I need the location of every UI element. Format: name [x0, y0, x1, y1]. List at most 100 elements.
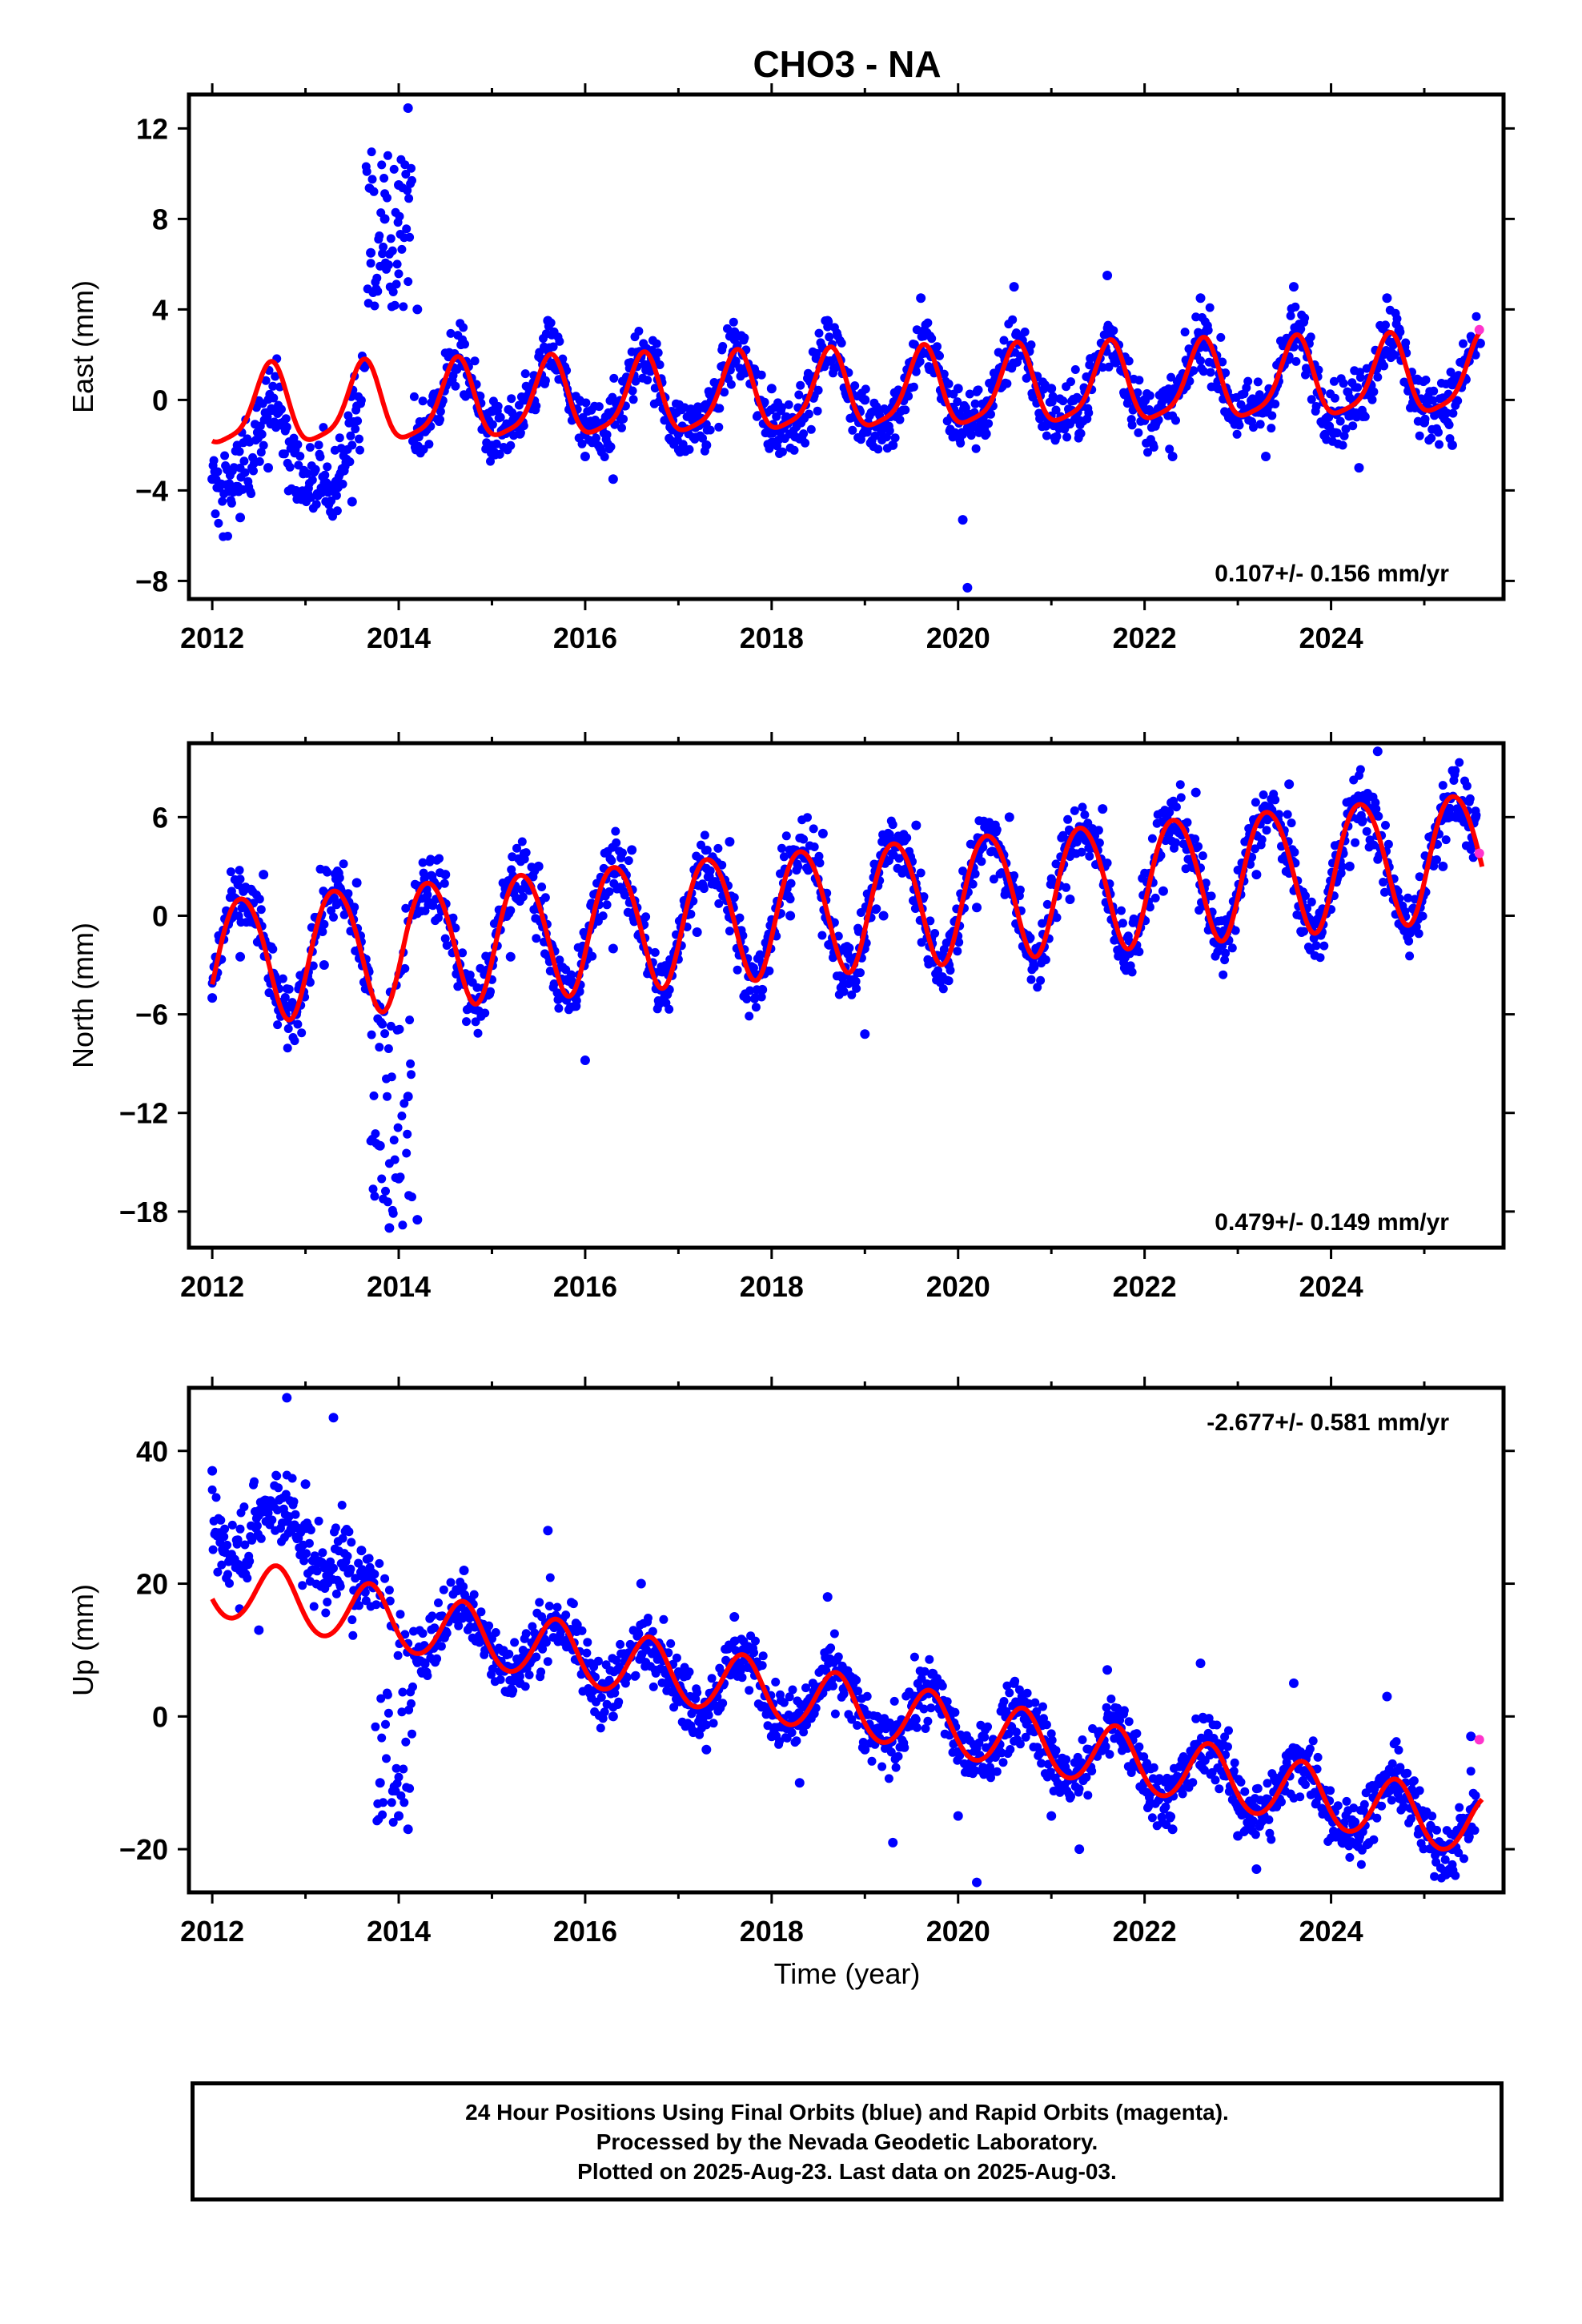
north-cloud-point — [916, 868, 926, 878]
east-fit-line — [211, 328, 1484, 444]
north-cloud-point — [944, 976, 954, 986]
up-cloud-point — [829, 1681, 837, 1691]
east-final-orbit-point — [347, 497, 357, 507]
up-cloud-point — [826, 1643, 836, 1653]
east-cloud-point — [391, 279, 401, 289]
east-cloud-point — [953, 397, 962, 407]
up-cloud-point — [1212, 1720, 1222, 1730]
north-cloud-point — [375, 1043, 384, 1052]
up-cloud-point — [508, 1686, 518, 1695]
north-cloud-point — [799, 834, 809, 844]
north-cloud-point — [406, 1059, 416, 1068]
east-plot-frame — [187, 92, 1506, 601]
east-cloud-point — [383, 193, 391, 203]
north-rapid-orbit-point — [1474, 848, 1484, 858]
up-cloud-point — [1253, 1783, 1263, 1793]
north-cloud-point — [602, 900, 612, 910]
east-cloud-point — [986, 409, 995, 419]
north-final-orbit-point — [911, 820, 921, 830]
north-final-orbit-point — [440, 870, 451, 880]
north-cloud-point — [1182, 818, 1192, 827]
east-cloud-point — [1373, 372, 1383, 382]
east-panel: 2012 2014 2016 2018 2020 2022 2024−8−404812Eas… — [66, 83, 1515, 654]
up-cloud-point — [524, 1671, 534, 1679]
east-cloud-point — [305, 443, 315, 452]
east-cloud-point — [600, 452, 609, 461]
up-cloud-point — [1372, 1813, 1382, 1823]
east-cloud-point — [965, 389, 974, 399]
up-cloud-point — [371, 1600, 381, 1610]
up-cloud-point — [792, 1736, 801, 1746]
east-cloud-point — [753, 411, 762, 420]
up-cloud-point — [400, 1798, 409, 1807]
east-cloud-point — [1218, 357, 1227, 367]
east-cloud-point — [493, 401, 503, 411]
east-final-orbit-point — [916, 293, 926, 304]
north-cloud-point — [368, 1184, 378, 1194]
north-final-orbit-point — [757, 984, 768, 995]
east-cloud-point — [1459, 339, 1468, 348]
north-cloud-point — [1171, 838, 1180, 847]
up-cloud-point — [983, 1722, 993, 1731]
east-cloud-point — [652, 339, 661, 348]
east-cloud-point — [1428, 396, 1438, 405]
north-cloud-point — [400, 1099, 409, 1108]
up-cloud-point — [250, 1477, 259, 1486]
up-cloud-point — [223, 1540, 232, 1550]
up-cloud-point — [938, 1681, 947, 1691]
east-cloud-point — [784, 400, 793, 409]
up-cloud-point — [893, 1751, 903, 1761]
north-final-orbit-point — [394, 1173, 404, 1184]
east-cloud-point — [1145, 405, 1154, 414]
up-cloud-point — [659, 1614, 669, 1624]
east-final-orbit-point — [608, 474, 618, 485]
east-cloud-point — [405, 232, 415, 242]
north-cloud-point — [1259, 790, 1268, 799]
up-cloud-point — [1178, 1789, 1187, 1799]
east-cloud-point — [619, 414, 628, 424]
east-final-orbit-point — [822, 316, 833, 326]
east-cloud-point — [837, 338, 846, 348]
east-cloud-point — [915, 357, 925, 366]
north-cloud-point — [713, 843, 723, 853]
up-cloud-point — [235, 1524, 245, 1534]
east-cloud-point — [1020, 328, 1030, 336]
north-cloud-point — [226, 867, 235, 877]
east-cloud-point — [974, 385, 983, 395]
north-final-orbit-point — [1065, 894, 1075, 904]
up-cloud-point — [1313, 1752, 1323, 1762]
east-cloud-point — [399, 302, 408, 312]
up-cloud-point — [1161, 1802, 1170, 1811]
north-cloud-point — [1010, 871, 1019, 880]
up-cloud-point — [596, 1693, 606, 1702]
east-cloud-point — [395, 211, 404, 221]
north-final-orbit-point — [384, 1223, 395, 1233]
east-cloud-point — [1401, 338, 1411, 348]
east-cloud-point — [496, 412, 505, 422]
up-cloud-point — [1083, 1791, 1093, 1800]
north-cloud-point — [598, 911, 608, 921]
up-cloud-point — [862, 1691, 872, 1701]
north-final-orbit-point — [785, 911, 796, 921]
up-cloud-point — [535, 1598, 544, 1607]
east-cloud-point — [760, 397, 769, 407]
up-cloud-point — [829, 1629, 839, 1638]
east-cloud-point — [705, 425, 715, 435]
north-cloud-point — [618, 848, 627, 858]
east-cloud-point — [289, 433, 299, 443]
east-cloud-point — [1390, 350, 1399, 360]
up-cloud-point — [348, 1630, 358, 1640]
up-cloud-point — [1351, 1817, 1360, 1827]
east-final-orbit-point — [962, 582, 973, 593]
north-cloud-point — [745, 986, 755, 995]
east-cloud-point — [777, 403, 786, 412]
up-cloud-point — [771, 1677, 781, 1687]
up-cloud-point — [544, 1602, 554, 1610]
east-cloud-point — [1052, 432, 1062, 441]
north-cloud-point — [397, 1112, 407, 1120]
up-cloud-point — [925, 1655, 934, 1664]
east-cloud-point — [366, 259, 375, 268]
east-cloud-point — [944, 379, 954, 388]
north-cloud-point — [400, 963, 410, 973]
east-cloud-point — [1042, 431, 1051, 440]
